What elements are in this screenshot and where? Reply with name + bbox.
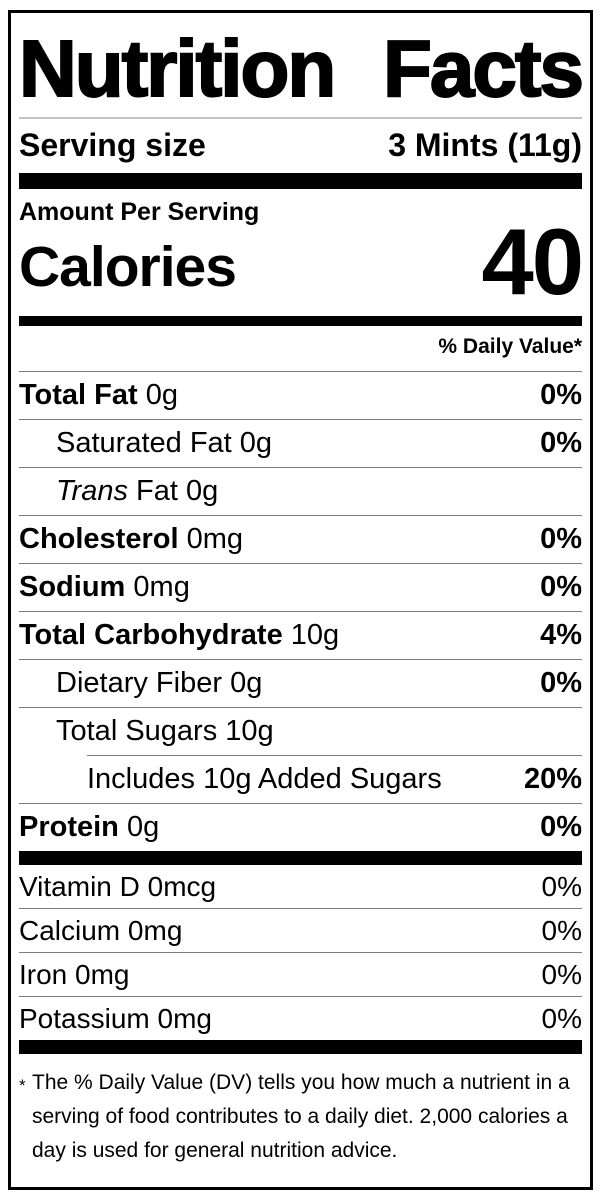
nutrient-name: Total Carbohydrate <box>19 619 283 652</box>
nutrient-row-saturated-fat: Saturated Fat 0g 0% <box>19 419 582 467</box>
serving-size-row: Serving size 3 Mints (11g) <box>19 119 582 173</box>
nutrient-amount: 0g <box>239 427 273 460</box>
nutrient-amount: 0g <box>126 811 160 844</box>
daily-value-header: % Daily Value* <box>438 335 582 359</box>
nutrient-dv: 0% <box>540 811 582 844</box>
footnote-asterisk: * <box>19 1076 26 1096</box>
nutrient-dv: 0% <box>540 427 582 460</box>
footnote-text: The % Daily Value (DV) tells you how muc… <box>32 1071 570 1163</box>
micronutrient-name: Iron <box>19 958 68 990</box>
nutrient-name: Includes 10g Added Sugars <box>87 763 442 796</box>
serving-size-value: 3 Mints (11g) <box>388 127 582 163</box>
nutrition-facts-label: Nutrition Facts Serving size 3 Mints (11… <box>8 10 593 1190</box>
nutrient-name: Cholesterol <box>19 523 179 556</box>
nutrient-row-trans-fat: Trans Fat 0g <box>19 467 582 515</box>
nutrient-amount: 10g <box>290 619 340 652</box>
micronutrient-name: Calcium <box>19 914 121 946</box>
nutrient-amount: 0mg <box>133 571 190 604</box>
nutrient-name: Total Sugars <box>56 715 218 748</box>
micronutrient-amount: 0mg <box>127 914 183 946</box>
nutrient-row-dietary-fiber: Dietary Fiber 0g 0% <box>19 659 582 707</box>
nutrient-row-total-fat: Total Fat 0g 0% <box>19 371 582 419</box>
nutrient-name: Saturated Fat <box>56 427 232 460</box>
nutrient-dv: 20% <box>523 763 582 796</box>
nutrient-amount: 0g <box>230 667 263 700</box>
nutrient-row-sodium: Sodium 0mg 0% <box>19 563 582 611</box>
nutrient-row-total-sugars: Total Sugars 10g <box>19 707 582 755</box>
nutrient-row-cholesterol: Cholesterol 0mg 0% <box>19 515 582 563</box>
nutrient-dv: 4% <box>540 619 582 652</box>
micronutrient-amount: 0mg <box>75 958 130 990</box>
amount-per-serving-label: Amount Per Serving <box>19 198 260 226</box>
serving-size-label: Serving size <box>19 127 206 163</box>
nutrient-name: Fat <box>136 475 178 508</box>
micronutrient-row-calcium: Calcium 0mg 0% <box>19 908 582 952</box>
nutrient-row-added-sugars: Includes 10g Added Sugars 20% <box>87 755 582 803</box>
calories-row: Calories 40 <box>19 208 584 317</box>
micronutrient-dv: 0% <box>541 914 582 946</box>
calories-value: 40 <box>481 208 584 314</box>
calories-label: Calories <box>19 235 237 300</box>
label-title: Nutrition Facts <box>18 13 585 119</box>
micronutrient-dv: 0% <box>541 1002 582 1034</box>
nutrient-name: Total Fat <box>19 379 138 412</box>
nutrient-dv: 0% <box>540 379 582 412</box>
nutrient-amount: 10g <box>225 715 274 748</box>
separator-bar-medium <box>19 316 582 327</box>
nutrient-name: Dietary Fiber <box>56 667 222 700</box>
daily-value-footnote: * The % Daily Value (DV) tells you how m… <box>19 1054 582 1168</box>
micronutrient-dv: 0% <box>541 958 582 990</box>
micronutrient-amount: 0mcg <box>147 870 217 902</box>
micronutrient-row-vitamin-d: Vitamin D 0mcg 0% <box>19 865 582 908</box>
micronutrient-name: Potassium <box>19 1002 150 1034</box>
nutrient-dv: 0% <box>540 571 582 604</box>
nutrient-name: Protein <box>19 811 119 844</box>
micronutrient-amount: 0mg <box>157 1002 212 1034</box>
separator-bar-thick-middle <box>19 851 582 866</box>
separator-bar-thick-top <box>19 173 582 189</box>
micronutrient-row-potassium: Potassium 0mg 0% <box>19 996 582 1040</box>
nutrient-name-italic: Trans <box>56 475 128 508</box>
micronutrient-name: Vitamin D <box>19 870 140 902</box>
nutrient-amount: 0g <box>145 379 179 412</box>
nutrient-row-protein: Protein 0g 0% <box>19 803 582 851</box>
title-word-facts: Facts <box>382 24 585 113</box>
nutrient-dv: 0% <box>540 667 582 700</box>
nutrient-dv: 0% <box>540 523 582 556</box>
micronutrient-dv: 0% <box>541 870 582 902</box>
nutrient-amount: 0g <box>186 475 219 508</box>
title-word-nutrition: Nutrition <box>18 24 337 113</box>
separator-bar-thick-bottom <box>19 1040 582 1055</box>
nutrient-amount: 0mg <box>186 523 244 556</box>
nutrient-name: Sodium <box>19 571 126 604</box>
micronutrients-section: Vitamin D 0mcg 0% Calcium 0mg 0% Iron 0m… <box>19 865 582 1040</box>
nutrient-row-total-carbohydrate: Total Carbohydrate 10g 4% <box>19 611 582 659</box>
micronutrient-row-iron: Iron 0mg 0% <box>19 952 582 996</box>
